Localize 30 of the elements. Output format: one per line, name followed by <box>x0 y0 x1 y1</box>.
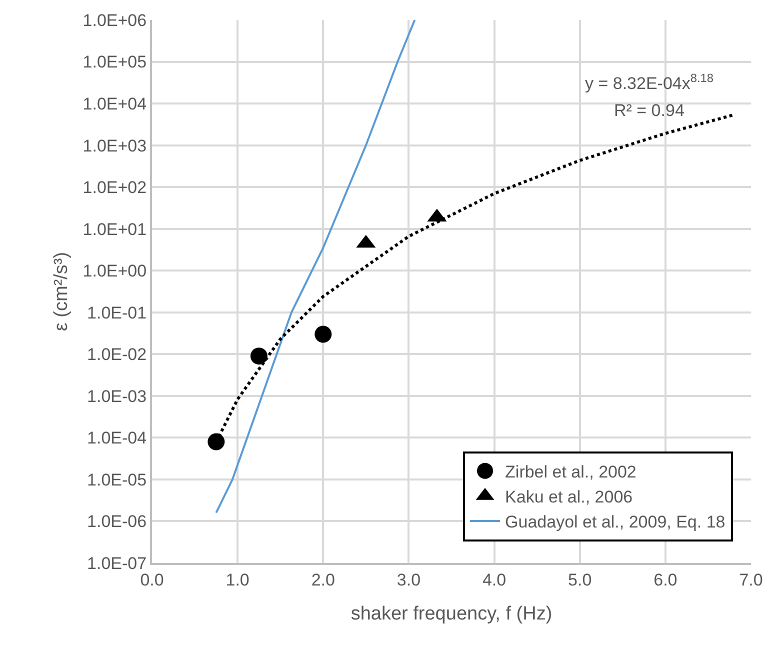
annotation: R² = 0.94 <box>614 101 684 120</box>
y-tick-label: 1.0E+02 <box>82 178 147 198</box>
x-tick-label: 2.0 <box>311 570 335 590</box>
y-tick-label: 1.0E+01 <box>82 220 147 239</box>
y-tick-label: 1.0E-02 <box>87 345 147 364</box>
y-tick-label: 1.0E-05 <box>87 470 147 490</box>
x-tick-label: 5.0 <box>568 570 592 590</box>
y-tick-label: 1.0E-04 <box>87 428 147 448</box>
annotation: y = 8.32E-04x$^{8.18}$ <box>585 71 714 94</box>
y-tick-label: 1.0E-03 <box>87 386 147 406</box>
x-tick-label: 3.0 <box>396 570 421 590</box>
y-tick-label: 1.0E+04 <box>82 94 147 114</box>
legend-label: Kaku et al., 2006 <box>505 488 633 507</box>
y-tick-label: 1.0E-06 <box>87 512 147 532</box>
x-axis-title: shaker frequency, f (Hz) <box>350 604 552 625</box>
y-tick-label: 1.0E+00 <box>82 262 147 281</box>
y-tick-label: 1.0E+05 <box>82 52 147 72</box>
y-tick-label: 1.0E-01 <box>87 303 147 322</box>
x-tick-label: 6.0 <box>654 570 678 590</box>
y-tick-label: 1.0E+06 <box>82 10 147 30</box>
x-tick-label: 0.0 <box>140 570 164 590</box>
y-axis-title: ε (cm²/s³) <box>51 252 72 332</box>
line-series <box>215 20 416 514</box>
x-tick-label: 7.0 <box>739 570 763 590</box>
x-tick-label: 4.0 <box>482 570 506 590</box>
legend-label: Zirbel et al., 2002 <box>505 462 636 482</box>
legend-label: Guadayol et al., 2009, Eq. 18 <box>505 512 726 532</box>
x-tick-label: 1.0 <box>226 570 250 590</box>
y-tick-label: 1.0E-07 <box>87 554 147 573</box>
y-tick-label: 1.0E+03 <box>82 136 147 156</box>
